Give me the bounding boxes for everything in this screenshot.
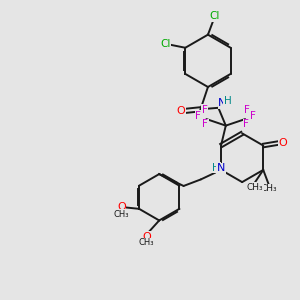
Text: F: F [244,105,250,115]
Text: F: F [202,105,208,115]
Text: O: O [142,232,151,242]
Text: F: F [195,110,201,121]
Text: O: O [278,138,287,148]
Text: CH₃: CH₃ [247,183,263,192]
Text: CH₃: CH₃ [260,184,277,193]
Text: O: O [176,106,185,116]
Text: Cl: Cl [209,11,220,21]
Text: F: F [250,110,256,121]
Text: H: H [224,96,232,106]
Text: CH₃: CH₃ [139,238,154,247]
Text: N: N [218,98,227,108]
Text: O: O [117,202,126,212]
Text: F: F [243,119,249,129]
Text: F: F [202,119,208,129]
Text: N: N [217,164,225,173]
Text: H: H [212,163,220,172]
Text: Cl: Cl [160,39,170,49]
Text: CH₃: CH₃ [113,210,129,219]
